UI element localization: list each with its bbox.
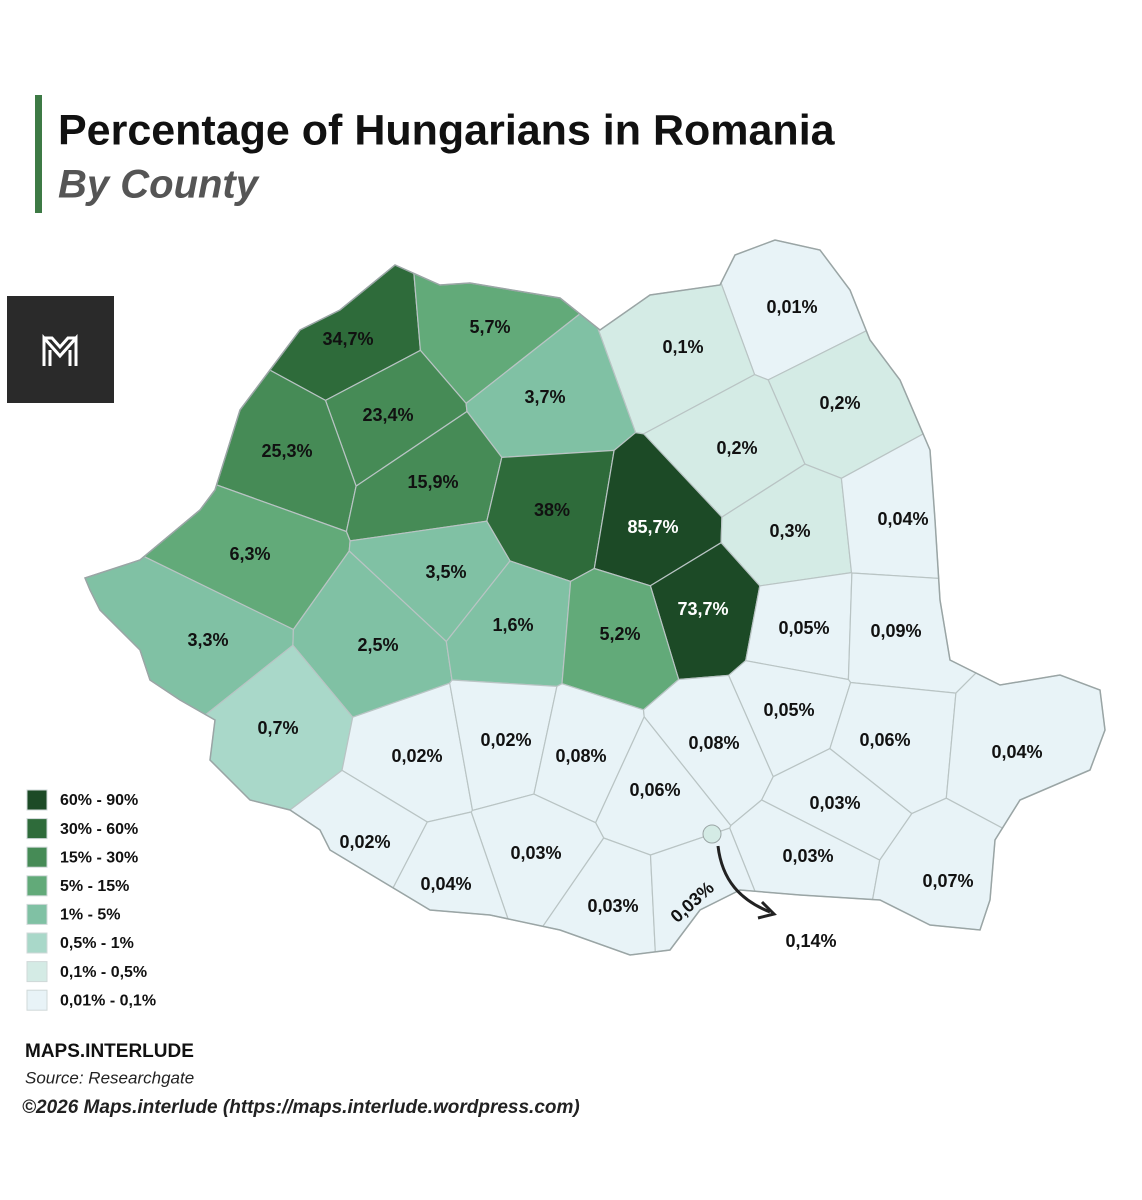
county-label: 3,3% — [187, 630, 228, 650]
county-label: 5,2% — [599, 624, 640, 644]
brand: MAPS.INTERLUDE — [25, 1041, 194, 1062]
county-label: 0,06% — [629, 780, 680, 800]
county-label: 0,1% — [662, 337, 703, 357]
county-label: 5,7% — [469, 317, 510, 337]
legend-label: 0,01% - 0,1% — [60, 992, 156, 1009]
legend-swatch — [26, 875, 48, 897]
county-label: 0,03% — [782, 846, 833, 866]
county-label: 0,08% — [555, 746, 606, 766]
county-label: 0,05% — [778, 618, 829, 638]
county-label: 85,7% — [627, 517, 678, 537]
county-label: 34,7% — [322, 329, 373, 349]
county-label: 0,05% — [763, 700, 814, 720]
source: Source: Researchgate — [25, 1068, 194, 1087]
county-label: 0,06% — [859, 730, 910, 750]
county-label: 0,04% — [991, 742, 1042, 762]
legend-swatch — [26, 932, 48, 954]
county-label: 23,4% — [362, 405, 413, 425]
county-label: 0,04% — [420, 874, 471, 894]
title: Percentage of Hungarians in Romania — [58, 106, 836, 154]
capital-arrow-head — [757, 900, 777, 920]
county-label: 6,3% — [229, 544, 270, 564]
county-label: 3,7% — [524, 387, 565, 407]
country-outline — [83, 239, 1106, 956]
legend-label: 30% - 60% — [60, 821, 138, 838]
county-label: 0,2% — [716, 438, 757, 458]
county-label: 0,02% — [339, 832, 390, 852]
county-label: 0,03% — [587, 896, 638, 916]
capital-label: 0,14% — [785, 931, 836, 951]
legend-swatch — [26, 846, 48, 868]
county-label: 0,03% — [510, 843, 561, 863]
county-label: 0,08% — [688, 733, 739, 753]
legend-swatch — [26, 903, 48, 925]
legend-label: 0,5% - 1% — [60, 935, 134, 952]
legend-label: 15% - 30% — [60, 849, 138, 866]
county-label: 15,9% — [407, 472, 458, 492]
county-label: 38% — [534, 500, 570, 520]
county-label: 0,02% — [480, 730, 531, 750]
legend-swatch — [26, 961, 48, 983]
county-label: 25,3% — [261, 441, 312, 461]
county-label: 0,7% — [257, 718, 298, 738]
county-label: 0,3% — [769, 521, 810, 541]
county-label: 0,01% — [766, 297, 817, 317]
county-label: 3,5% — [425, 562, 466, 582]
county-label: 0,03% — [809, 793, 860, 813]
logo — [7, 296, 114, 403]
legend-label: 1% - 5% — [60, 907, 120, 924]
county-label: 73,7% — [677, 599, 728, 619]
county-label: 2,5% — [357, 635, 398, 655]
county-label: 1,6% — [492, 615, 533, 635]
capital-arrow — [716, 845, 771, 914]
legend-swatch — [26, 818, 48, 840]
legend-swatch — [26, 789, 48, 811]
subtitle: By County — [58, 163, 260, 207]
capital — [702, 824, 722, 844]
legend-label: 5% - 15% — [60, 878, 129, 895]
copyright: ©2026 Maps.interlude (https://maps.inter… — [22, 1097, 580, 1118]
county-label: 0,07% — [922, 871, 973, 891]
legend-label: 60% - 90% — [60, 792, 138, 809]
legend-label: 0,1% - 0,5% — [60, 964, 147, 981]
county-label: 0,04% — [877, 509, 928, 529]
county-label: 0,09% — [870, 621, 921, 641]
title-accent — [35, 95, 42, 213]
legend-swatch — [26, 989, 48, 1011]
county-label: 0,02% — [391, 746, 442, 766]
county-label: 0,2% — [819, 393, 860, 413]
